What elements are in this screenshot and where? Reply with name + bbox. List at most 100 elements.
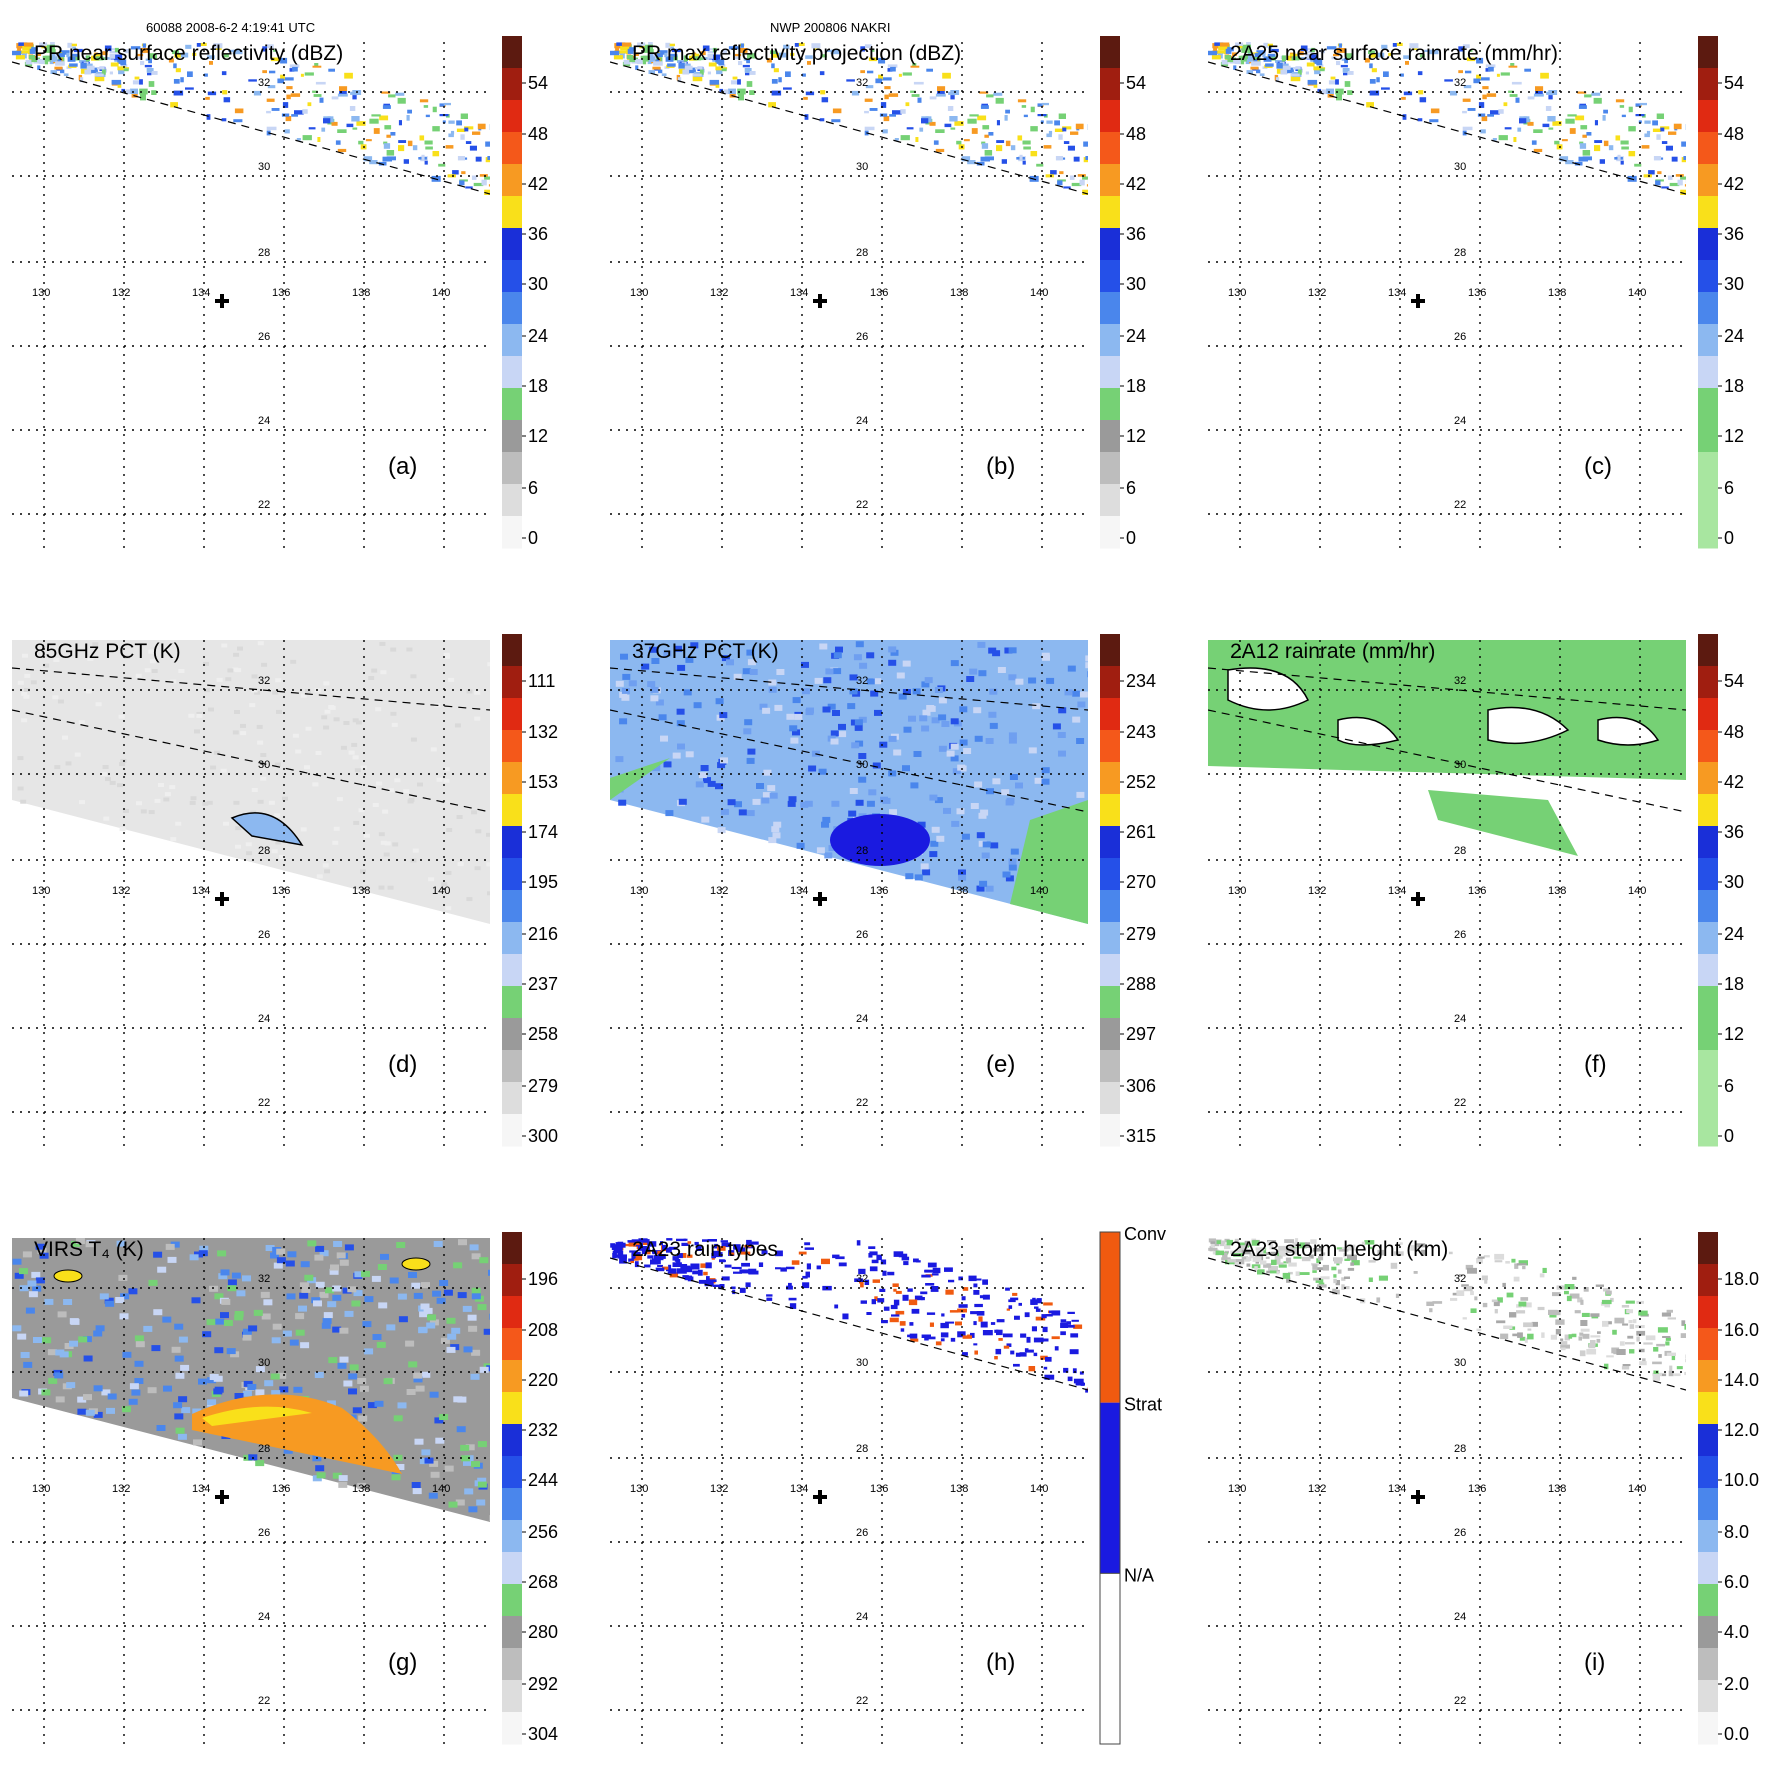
colorbar-segment (502, 730, 522, 763)
colorbar-tick-label: 42 (1724, 174, 1744, 194)
lat-label: 24 (1454, 415, 1466, 427)
colorbar-tick-label: 4.0 (1724, 1622, 1749, 1642)
lon-label: 130 (1228, 287, 1246, 299)
colorbar-tick-label: 54 (1724, 73, 1744, 93)
colorbar-tick-label: 196 (528, 1269, 558, 1289)
colorbar-segment (1698, 954, 1718, 987)
lat-label: 30 (1454, 759, 1466, 771)
lat-label: 28 (1454, 247, 1466, 259)
colorbar-tick-label: 48 (1724, 722, 1744, 742)
panel-title: 2A25 near surface rainrate (mm/hr) (1230, 42, 1558, 65)
lon-label: 136 (1468, 287, 1486, 299)
lat-lon-grid (610, 1238, 1088, 1750)
lat-label: 24 (258, 415, 270, 427)
colorbar-tick-label: 36 (1724, 224, 1744, 244)
storm-center-marker (1411, 294, 1425, 308)
colorbar-segment (1698, 36, 1718, 69)
lon-label: 140 (432, 287, 450, 299)
colorbar-segment (502, 292, 522, 325)
lat-label: 22 (258, 1097, 270, 1109)
colorbar-segment (502, 196, 522, 229)
colorbar-tick-label: 315 (1126, 1126, 1156, 1146)
lat-label: 24 (856, 1611, 868, 1623)
colorbar-segment (502, 698, 522, 731)
lat-label: 32 (258, 77, 270, 89)
colorbar-tick-label: 30 (528, 274, 548, 294)
lon-label: 140 (1030, 885, 1048, 897)
colorbar-tick-label: 48 (1724, 124, 1744, 144)
lat-label: 26 (1454, 929, 1466, 941)
colorbar-tick-label: 243 (1126, 722, 1156, 742)
lat-label: 28 (856, 845, 868, 857)
colorbar-tick-label: 18.0 (1724, 1269, 1759, 1289)
colorbar-segment (1698, 794, 1718, 827)
colorbar-segment (502, 484, 522, 517)
panel-c: 130 132 134 136 138 140 32 30 28 26 24 22 2A25 near … (1208, 36, 1744, 554)
colorbar-segment (1698, 1296, 1718, 1329)
colorbar-segment (502, 1680, 522, 1713)
colorbar-tick-label: 24 (1724, 326, 1744, 346)
colorbar-segment (1698, 1520, 1718, 1553)
colorbar-label: Conv (1124, 1224, 1166, 1244)
lon-label: 130 (1228, 885, 1246, 897)
lat-label: 26 (1454, 1527, 1466, 1539)
colorbar-tick-label: 12 (1724, 1024, 1744, 1044)
colorbar-tick-label: 0 (1724, 528, 1734, 548)
colorbar-tick-label: 12 (1724, 426, 1744, 446)
colorbar-segment (1100, 890, 1120, 923)
colorbar-segment (1100, 388, 1120, 421)
colorbar-segment (1698, 1360, 1718, 1393)
data-field (12, 1238, 490, 1522)
colorbar-tick-label: 292 (528, 1674, 558, 1694)
lat-label: 30 (856, 161, 868, 173)
colorbar-segment (502, 388, 522, 421)
colorbar-segment (502, 922, 522, 955)
panel-title: 85GHz PCT (K) (34, 640, 181, 663)
colorbar-tick-label: 268 (528, 1572, 558, 1592)
colorbar-segment (1698, 1424, 1718, 1457)
lon-label: 140 (1030, 287, 1048, 299)
colorbar-tick-label: 6.0 (1724, 1572, 1749, 1592)
lon-label: 136 (272, 1483, 290, 1495)
colorbar-segment (502, 1114, 522, 1147)
lon-label: 130 (630, 287, 648, 299)
colorbar-tick-label: 6 (1724, 478, 1734, 498)
colorbar: 111 132 153 174 195 216 237 258 279 300 (502, 634, 558, 1147)
colorbar-tick-label: 256 (528, 1522, 558, 1542)
panel-title: 2A23 storm height (km) (1230, 1238, 1448, 1261)
lon-label: 140 (1628, 287, 1646, 299)
colorbar-segment (502, 1456, 522, 1489)
colorbar-segment (1698, 260, 1718, 293)
lon-label: 134 (790, 885, 808, 897)
colorbar-segment (1698, 890, 1718, 923)
lon-label: 140 (432, 1483, 450, 1495)
colorbar-tick-label: 30 (1724, 872, 1744, 892)
colorbar-tick-label: 48 (1126, 124, 1146, 144)
data-field (610, 1238, 1088, 1393)
colorbar-segment (502, 890, 522, 923)
colorbar-segment (502, 420, 522, 453)
lat-lon-grid (1208, 640, 1686, 1152)
header-orbit-time: 60088 2008-6-2 4:19:41 UTC (146, 20, 316, 35)
lat-label: 24 (258, 1013, 270, 1025)
lat-label: 22 (258, 1695, 270, 1707)
colorbar-segment (1100, 196, 1120, 229)
colorbar-segment (1100, 666, 1120, 699)
lon-label: 132 (112, 885, 130, 897)
colorbar-segment (502, 1264, 522, 1297)
colorbar-segment (1698, 1232, 1718, 1265)
colorbar: 54 48 42 36 30 24 18 12 6 0 (1698, 36, 1744, 549)
colorbar-segment (1100, 516, 1120, 549)
colorbar-segment (1100, 452, 1120, 485)
colorbar-segment (1698, 196, 1718, 229)
colorbar-tick-label: 300 (528, 1126, 558, 1146)
colorbar-segment (502, 634, 522, 667)
lat-label: 22 (1454, 499, 1466, 511)
colorbar-segment (1100, 954, 1120, 987)
colorbar-segment (1698, 1552, 1718, 1585)
colorbar-segment (1100, 164, 1120, 197)
panel-letter: (h) (986, 1649, 1015, 1676)
lon-label: 138 (950, 885, 968, 897)
lat-label: 28 (258, 845, 270, 857)
colorbar-tick-label: 244 (528, 1470, 558, 1490)
